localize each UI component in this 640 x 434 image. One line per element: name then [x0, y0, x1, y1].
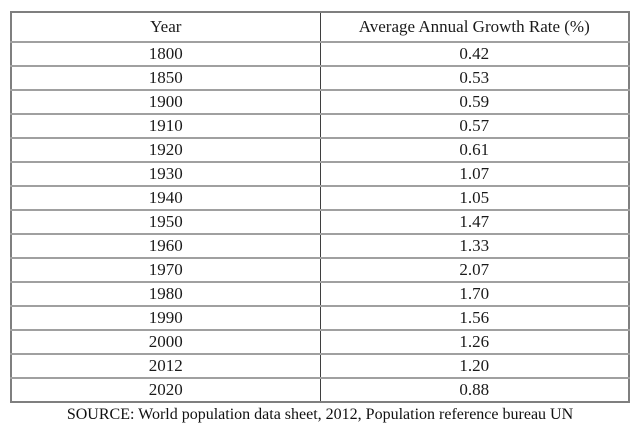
column-header-growth-rate: Average Annual Growth Rate (%) [319, 12, 629, 43]
growth-rate-cell: 0.59 [319, 89, 629, 114]
growth-rate-cell: 2.07 [319, 257, 629, 282]
table-row: 1800 0.42 [11, 42, 629, 66]
year-cell: 2012 [11, 353, 320, 378]
year-cell: 1800 [148, 44, 183, 63]
year-cell: 1990 [11, 305, 320, 330]
table-row: 1920 0.61 [11, 137, 629, 162]
year-cell: 1920 [11, 137, 320, 162]
growth-rate-table: Year Average Annual Growth Rate (%) 1800… [10, 11, 630, 403]
growth-rate-cell: 0.53 [319, 65, 629, 90]
table-row: 1980 1.70 [11, 281, 629, 306]
year-cell: 1850 [11, 65, 320, 90]
table-row: 2000 1.26 [11, 329, 629, 354]
year-cell: 2020 [11, 377, 320, 402]
year-cell: 1940 [11, 185, 320, 210]
column-header-year: Year [11, 12, 320, 43]
table-row: 1940 1.05 [11, 185, 629, 210]
growth-rate-cell: 1.56 [319, 305, 629, 330]
table-row: 2012 1.20 [11, 353, 629, 378]
table-row: 2020 0.88 [11, 377, 629, 402]
table-row: 1990 1.56 [11, 305, 629, 330]
table-row: 1950 1.47 [11, 209, 629, 234]
growth-rate-cell: 0.61 [319, 137, 629, 162]
table-row: 1910 0.57 [11, 113, 629, 138]
growth-rate-cell: 1.07 [319, 161, 629, 186]
growth-rate-cell: 0.42 [319, 42, 629, 66]
table-row: 1970 2.07 [11, 257, 629, 282]
page: Year Average Annual Growth Rate (%) 1800… [10, 11, 630, 423]
year-cell: 1960 [11, 233, 320, 258]
growth-rate-cell: 1.20 [319, 353, 629, 378]
growth-rate-cell: 1.05 [319, 185, 629, 210]
year-cell: 1950 [11, 209, 320, 234]
year-cell: 1900 [11, 89, 320, 114]
table-header: Year Average Annual Growth Rate (%) [11, 12, 629, 43]
growth-rate-cell: 1.47 [319, 209, 629, 234]
year-cell: 1970 [11, 257, 320, 282]
year-cell: 1930 [11, 161, 320, 186]
year-cell: 1910 [11, 113, 320, 138]
growth-rate-cell: 1.70 [319, 281, 629, 306]
growth-rate-cell: 0.88 [319, 377, 629, 402]
year-cell: 2000 [11, 329, 320, 354]
growth-rate-cell: 1.33 [319, 233, 629, 258]
table-body: 1800 0.42 1850 0.53 1900 0.59 1910 0.57 1920 0.61… [11, 42, 629, 402]
growth-rate-cell: 0.57 [319, 113, 629, 138]
source-citation: SOURCE: World population data sheet, 201… [66, 406, 574, 423]
table-row: 1960 1.33 [11, 233, 629, 258]
table-row: 1850 0.53 [11, 65, 629, 90]
header-row: Year Average Annual Growth Rate (%) [11, 12, 629, 43]
growth-rate-cell: 1.26 [319, 329, 629, 354]
table-row: 1930 1.07 [11, 161, 629, 186]
year-cell: 1980 [11, 281, 320, 306]
table-row: 1900 0.59 [11, 89, 629, 114]
